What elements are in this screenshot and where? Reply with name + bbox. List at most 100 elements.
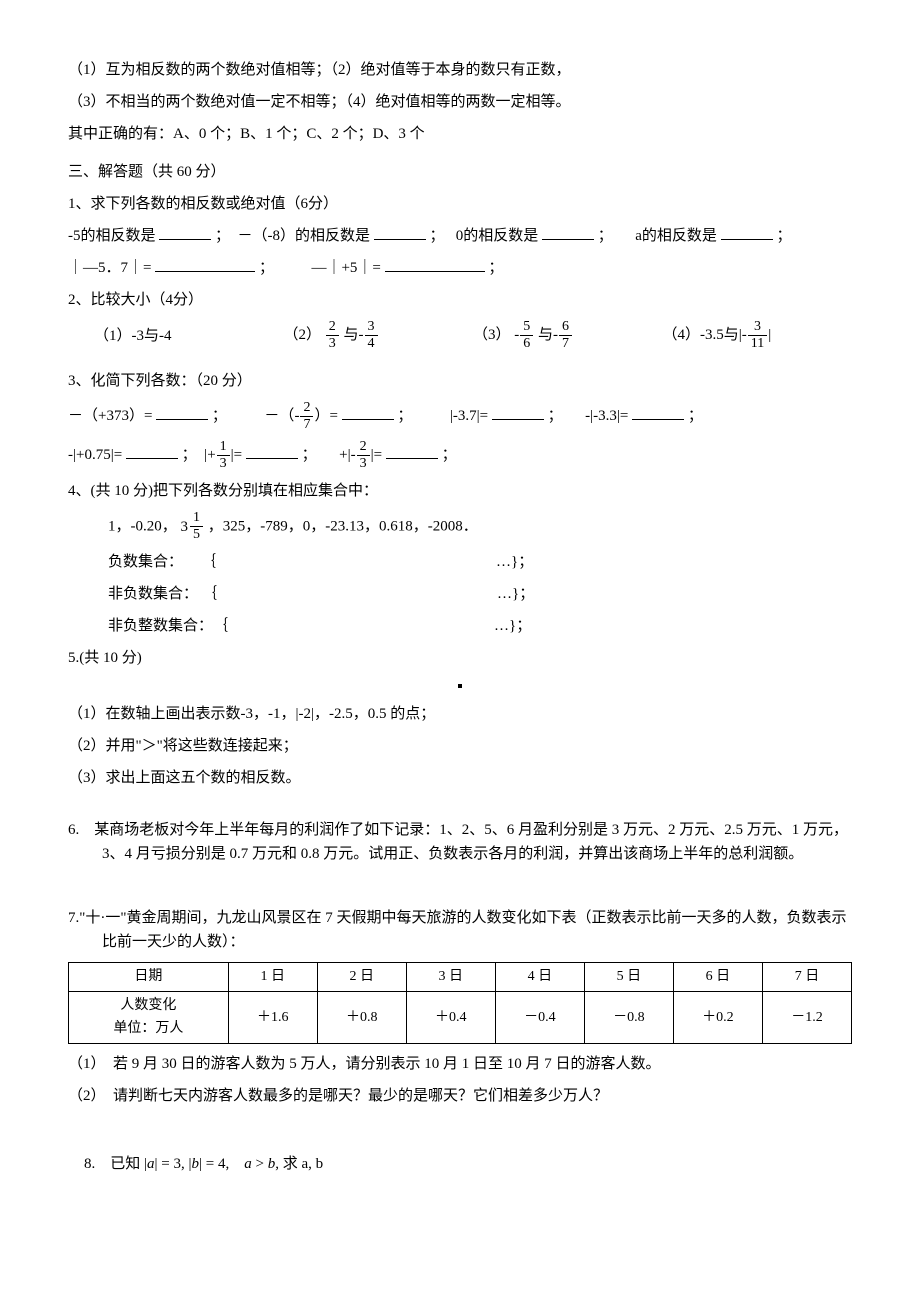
set-dots: …}； — [497, 582, 534, 606]
q3-text: ； +| — [302, 447, 351, 463]
statement-line-1: （1）互为相反数的两个数绝对值相等；（2）绝对值等于本身的数只有正数， — [68, 58, 852, 82]
q3-text: |= — [371, 447, 382, 463]
th-change-line: 单位：万人 — [77, 1018, 220, 1040]
q2-text: 与 — [344, 327, 359, 343]
blank — [492, 404, 544, 420]
q4-title: 4、(共 10 分)把下列各数分别填在相应集合中： — [68, 479, 852, 503]
q4-set-neg: 负数集合：｛…}； — [68, 550, 852, 574]
q3-row2: -|+0.75|= ； |+13|= ； +|-23|= ； — [68, 440, 852, 471]
q4-text: 1，-0.20， — [108, 519, 177, 535]
q3-text: ； -|-3.3|= — [548, 408, 629, 424]
blank — [632, 404, 684, 420]
q2-text: （2） — [284, 327, 322, 343]
td-val: ＋0.4 — [406, 992, 495, 1044]
th-day: 7 日 — [762, 963, 851, 992]
mixed-number: 315 — [181, 511, 205, 542]
q2-text: （4）-3.5与| — [663, 327, 742, 343]
blank — [386, 443, 438, 459]
q4-set-nonneg: 非负数集合：｛…}； — [68, 582, 852, 606]
section-3-title: 三、解答题（共 60 分） — [68, 160, 852, 184]
fraction: 311 — [748, 320, 767, 351]
td-val: ＋0.8 — [317, 992, 406, 1044]
q3-text: |= — [231, 447, 242, 463]
table-row: 人数变化 单位：万人 ＋1.6 ＋0.8 ＋0.4 －0.4 －0.8 ＋0.2… — [69, 992, 852, 1044]
th-day: 6 日 — [673, 963, 762, 992]
q3-text: ； |-3.7|= — [397, 408, 488, 424]
statement-line-2: （3）不相当的两个数绝对值一定不相等；（4）绝对值相等的两数一定相等。 — [68, 90, 852, 114]
th-day: 5 日 — [584, 963, 673, 992]
blank — [155, 256, 255, 272]
q4-list: 1，-0.20， 315 ，325，-789，0，-23.13，0.618，-2… — [68, 511, 852, 542]
q3-row1: －（+373）= ； －（-27）= ； |-3.7|= ； -|-3.3|= … — [68, 401, 852, 432]
th-day: 1 日 — [228, 963, 317, 992]
q5-c: （3）求出上面这五个数的相反数。 — [68, 766, 852, 790]
q3-text: ； — [442, 447, 457, 463]
set-dots: …}； — [494, 614, 531, 638]
q3-text: ； — [688, 408, 703, 424]
q3-text: －（+373）= — [68, 408, 152, 424]
td-val: ＋1.6 — [228, 992, 317, 1044]
blank — [374, 224, 426, 240]
th-change-line: 人数变化 — [77, 995, 220, 1017]
q7-sub2: （2） 请判断七天内游客人数最多的是哪天？最少的是哪天？它们相差多少万人？ — [68, 1084, 852, 1108]
q1-text: ； ―｜+5｜= — [259, 260, 381, 276]
center-marker-icon — [68, 678, 852, 694]
blank — [385, 256, 485, 272]
set-label: 负数集合： — [108, 550, 183, 574]
q4-text: ，325，-789，0，-23.13，0.618，-2008． — [208, 519, 478, 535]
th-date: 日期 — [69, 963, 229, 992]
blank — [156, 404, 208, 420]
blank — [159, 224, 211, 240]
q5-title: 5.(共 10 分) — [68, 646, 852, 670]
fraction: 27 — [300, 401, 313, 432]
fraction: 56 — [520, 320, 533, 351]
set-dots: …}； — [496, 550, 533, 574]
q8-math: |a| = 3, |b| = 4, a > b, — [144, 1156, 283, 1172]
set-label: 非负整数集合： — [108, 614, 213, 638]
td-val: －1.2 — [762, 992, 851, 1044]
set-label: 非负数集合： — [108, 582, 198, 606]
blank — [126, 443, 178, 459]
q6: 6. 某商场老板对今年上半年每月的利润作了如下记录：1、2、5、6 月盈利分别是… — [68, 818, 852, 866]
q1-title: 1、求下列各数的相反数或绝对值（6分） — [68, 192, 852, 216]
q2-item-4: （4）-3.5与|-311| — [663, 320, 853, 351]
q2-item-3: （3） -56 与-67 — [473, 320, 663, 351]
q1-row2: ｜―5．7｜= ； ―｜+5｜= ； — [68, 256, 852, 280]
q3-text: ； | — [182, 447, 208, 463]
q7-table: 日期 1 日 2 日 3 日 4 日 5 日 6 日 7 日 人数变化 单位：万… — [68, 962, 852, 1044]
td-val: －0.8 — [584, 992, 673, 1044]
q1-row1: -5的相反数是 ； －（-8）的相反数是 ； 0的相反数是 ； a的相反数是 ； — [68, 224, 852, 248]
q1-text: ｜―5．7｜= — [68, 260, 151, 276]
th-change: 人数变化 单位：万人 — [69, 992, 229, 1044]
q2-title: 2、比较大小（4分） — [68, 288, 852, 312]
q1-text: ； a的相反数是 — [598, 228, 717, 244]
th-day: 3 日 — [406, 963, 495, 992]
q3-text: ； －（ — [212, 408, 295, 424]
q1-text: ； －（-8）的相反数是 — [215, 228, 370, 244]
q1-text: ； — [488, 260, 503, 276]
blank — [246, 443, 298, 459]
q7: 7."十·一"黄金周期间，九龙山风景区在 7 天假期中每天旅游的人数变化如下表（… — [68, 906, 852, 954]
q2-text: （1）-3与-4 — [94, 328, 172, 344]
q2-item-1: （1）-3与-4 — [94, 324, 284, 348]
q2-text: | — [768, 327, 771, 343]
q8-pre: 8. 已知 — [84, 1156, 140, 1172]
q3-title: 3、化简下列各数：（20 分） — [68, 369, 852, 393]
q3-text: -|+0.75|= — [68, 447, 122, 463]
q5-b: （2）并用"＞"将这些数连接起来； — [68, 734, 852, 758]
th-day: 2 日 — [317, 963, 406, 992]
answer-choices: 其中正确的有：A、0 个；B、1 个；C、2 个；D、3 个 — [68, 122, 852, 146]
blank — [721, 224, 773, 240]
q4-set-nonnegint: 非负整数集合：｛…}； — [68, 614, 852, 638]
q7-sub1: （1） 若 9 月 30 日的游客人数为 5 万人，请分别表示 10 月 1 日… — [68, 1052, 852, 1076]
th-day: 4 日 — [495, 963, 584, 992]
fraction: 67 — [559, 320, 572, 351]
fraction: 23 — [357, 440, 370, 471]
q5-a: （1）在数轴上画出表示数-3，-1，|-2|，-2.5，0.5 的点； — [68, 702, 852, 726]
td-val: ＋0.2 — [673, 992, 762, 1044]
blank — [542, 224, 594, 240]
table-row: 日期 1 日 2 日 3 日 4 日 5 日 6 日 7 日 — [69, 963, 852, 992]
q8: 8. 已知 |a| = 3, |b| = 4, a > b, 求 a, b — [68, 1152, 852, 1176]
q1-text: ； 0的相反数是 — [430, 228, 539, 244]
q3-text: ）= — [314, 408, 337, 424]
